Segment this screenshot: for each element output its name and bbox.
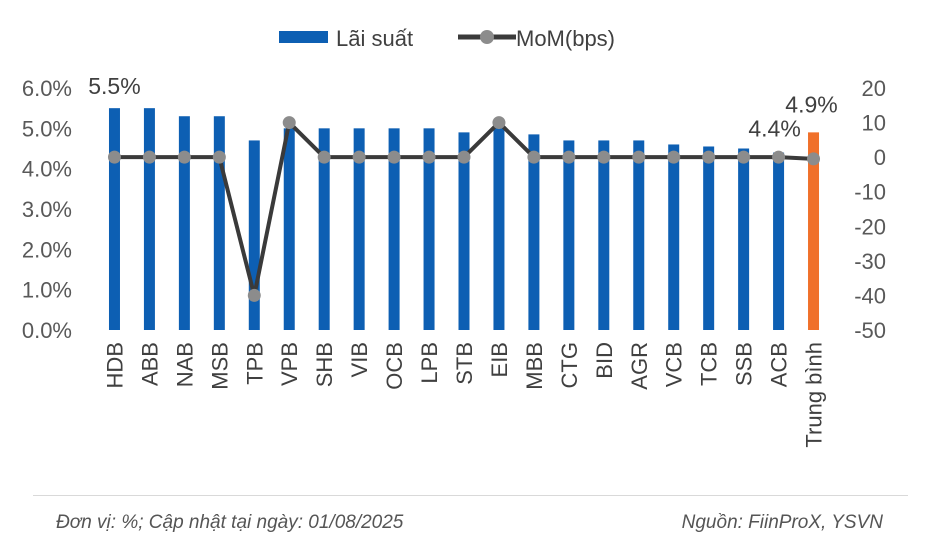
bar	[178, 116, 190, 330]
x-tick-label: BID	[592, 342, 617, 379]
footer-divider	[33, 495, 908, 496]
bar	[388, 128, 400, 330]
line-point	[597, 150, 611, 164]
y-left-tick-label: 0.0%	[22, 318, 72, 343]
data-label: 4.9%	[785, 91, 837, 117]
y-right-tick-label: 0	[874, 145, 886, 170]
x-tick-label: VIB	[347, 342, 372, 377]
x-tick-label: CTG	[557, 342, 582, 388]
bar	[143, 108, 155, 331]
bar	[598, 140, 610, 330]
y-right-tick-label: -40	[854, 283, 886, 308]
y-left-tick-label: 3.0%	[22, 197, 72, 222]
y-right-tick-label: -30	[854, 249, 886, 274]
x-tick-label: TPB	[242, 342, 267, 385]
bar	[738, 148, 750, 330]
line-point	[422, 150, 436, 164]
y-right-tick-label: 10	[862, 111, 886, 136]
bar	[528, 134, 540, 330]
bar	[493, 128, 505, 330]
line-point	[667, 150, 681, 164]
legend-marker-line	[480, 30, 494, 44]
y-left-tick-label: 4.0%	[22, 157, 72, 182]
data-label: 5.5%	[88, 73, 140, 99]
x-tick-label: TCB	[697, 342, 722, 386]
x-tick-label: OCB	[382, 342, 407, 390]
chart: 0.0% 1.0% 2.0% 3.0% 4.0% 5.0% 6.0% -50 -40 -30 -20…	[22, 26, 886, 448]
bar	[108, 108, 120, 331]
legend-label-bar: Lãi suất	[336, 26, 413, 51]
unit-note: Đơn vị: %; Cập nhật tại ngày: 01/08/2025	[56, 512, 404, 533]
bar	[213, 116, 225, 330]
x-tick-label: MBB	[522, 342, 547, 390]
y-left-tick-label: 5.0%	[22, 116, 72, 141]
legend-swatch-bar	[279, 31, 328, 43]
x-tick-label: LPB	[417, 342, 442, 384]
x-tick-label: ACB	[767, 342, 792, 387]
line-point	[107, 150, 121, 164]
line-point	[492, 116, 506, 130]
line-point	[247, 288, 261, 302]
bar	[283, 128, 295, 330]
x-tick-label: HDB	[102, 342, 127, 388]
legend-label-line: MoM(bps)	[516, 26, 615, 51]
y-right-tick-label: 20	[862, 76, 886, 101]
y-left-tick-label: 6.0%	[22, 76, 72, 101]
line-point	[142, 150, 156, 164]
y-right-tick-label: -20	[854, 214, 886, 239]
x-tick-label: Trung bình	[802, 342, 827, 448]
line-point	[562, 150, 576, 164]
y-right-tick-label: -50	[854, 318, 886, 343]
data-label: 4.4%	[748, 116, 800, 142]
line-point	[527, 150, 541, 164]
line-point	[702, 150, 716, 164]
line-point	[737, 150, 751, 164]
line-point	[282, 116, 296, 130]
line-point	[212, 150, 226, 164]
line-point	[177, 150, 191, 164]
bar	[318, 128, 330, 330]
y-left-tick-label: 1.0%	[22, 278, 72, 303]
line-point	[772, 150, 786, 164]
line-point	[632, 150, 646, 164]
x-tick-label: AGR	[627, 342, 652, 390]
bar	[353, 128, 365, 330]
bar	[248, 140, 260, 330]
source-note: Nguồn: FiinProX, YSVN	[681, 512, 883, 533]
bar	[423, 128, 435, 330]
x-tick-label: NAB	[172, 342, 197, 387]
line-point	[807, 152, 821, 166]
x-tick-label: STB	[452, 342, 477, 385]
line-point	[317, 150, 331, 164]
line-point	[387, 150, 401, 164]
x-tick-label: SHB	[312, 342, 337, 387]
x-tick-label: SSB	[732, 342, 757, 386]
y-right-tick-label: -10	[854, 180, 886, 205]
bar	[458, 132, 470, 330]
y-left-tick-label: 2.0%	[22, 237, 72, 262]
bar	[808, 132, 820, 330]
x-tick-label: VPB	[277, 342, 302, 386]
bar	[773, 152, 785, 330]
line-point	[352, 150, 366, 164]
bar	[703, 146, 715, 330]
x-tick-label: ABB	[137, 342, 162, 386]
bar	[563, 140, 575, 330]
x-tick-label: VCB	[662, 342, 687, 387]
bar	[668, 144, 680, 330]
x-tick-label: EIB	[487, 342, 512, 377]
x-tick-label: MSB	[207, 342, 232, 390]
line-point	[457, 150, 471, 164]
bar	[633, 140, 645, 330]
